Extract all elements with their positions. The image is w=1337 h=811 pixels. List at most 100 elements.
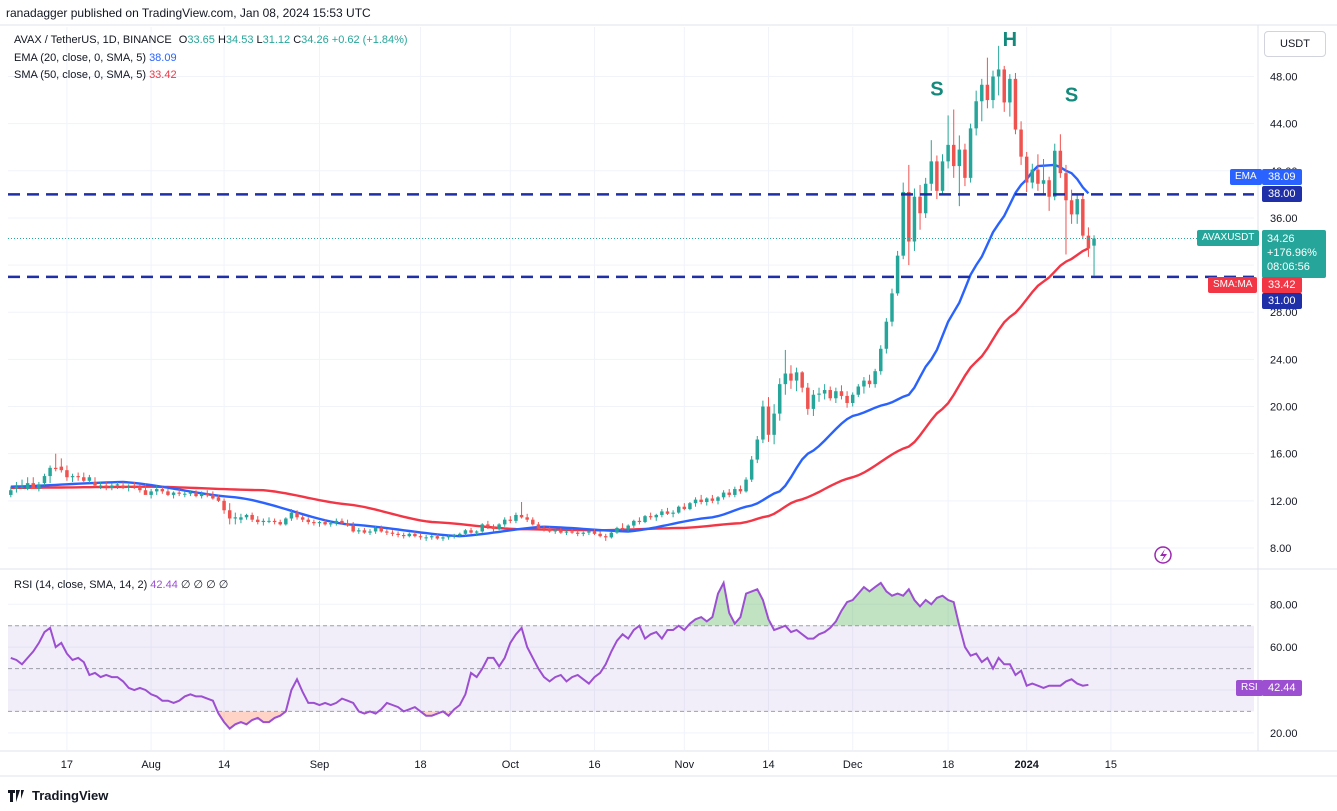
candle-body [705,498,709,502]
legend-ema-value: 38.09 [149,52,177,64]
candle-body [222,500,226,511]
candle-body [536,524,541,528]
candle [806,382,810,415]
candle [996,45,1001,96]
tradingview-logo[interactable]: TradingView [8,788,108,803]
candle [390,530,395,537]
rsi-tick-label: 60.00 [1270,642,1298,654]
candle-body [1092,238,1096,246]
head-label: H [1003,29,1017,51]
horizontal-levels[interactable] [8,193,1254,279]
candle [828,386,832,401]
price-tick-label: 16.00 [1270,449,1298,461]
ema-tag: EMA [1230,169,1262,185]
candle [682,503,687,511]
currency-button[interactable]: USDT [1264,31,1326,57]
candle [811,390,816,416]
candle-body [31,483,35,490]
candle [850,392,855,407]
legend-close-value: 34.26 [301,34,329,46]
candle [323,519,327,526]
candle [777,378,782,421]
legend-sma[interactable]: SMA (50, close, 0, SMA, 5) 33.42 [14,69,177,81]
candle [98,481,103,490]
candle-body [1041,180,1046,184]
candle-body [1036,169,1040,184]
moving-average-lines [10,163,1090,538]
time-tick-label: Sep [310,759,330,771]
candle-body [278,522,282,525]
price-tick-label: 12.00 [1270,496,1298,508]
candle [1030,163,1035,189]
candle [351,522,355,533]
candle-body [53,467,58,469]
candle-body [1053,150,1057,197]
legend-low-label: L [256,34,263,46]
candle [194,490,198,498]
candle-body [216,497,221,501]
candle-body [1086,235,1091,249]
candle-body [1058,150,1063,174]
candle-body [963,149,967,178]
candle-body [65,470,69,478]
candle [867,374,872,388]
candle-body [985,84,990,101]
legend-symbol[interactable]: AVAX / TetherUS, 1D, BINANCE [14,34,172,46]
candle [940,154,945,196]
pane-frame [0,24,1337,777]
candle [93,477,97,487]
candle [716,496,720,505]
candle-body [1002,69,1006,103]
candle-body [604,536,608,538]
attribution-text: ranadagger published on TradingView.com,… [6,6,371,20]
candle-body [177,492,181,494]
candle-body [620,527,625,530]
candle-body [441,537,445,539]
candle [368,529,372,535]
candle [1002,65,1006,112]
candle-body [373,527,378,532]
candle-body [82,477,86,481]
candle-body [1047,180,1051,197]
tradingview-logo-icon [8,789,24,802]
candle [1013,72,1018,135]
candle [14,481,19,493]
candle-body [615,527,619,533]
legend-ema[interactable]: EMA (20, close, 0, SMA, 5) 38.09 [14,52,177,64]
candle-body [699,499,703,502]
candle-body [497,524,501,530]
candle [31,477,35,490]
legend-open-value: 33.65 [187,34,215,46]
candle [946,115,950,169]
candle [317,520,322,527]
candle [250,512,254,523]
time-tick-label: Nov [675,759,695,771]
candle [362,527,367,534]
candle [929,140,934,191]
candle-body [912,196,917,242]
candle [1092,235,1096,276]
candle [441,536,445,541]
candle [227,503,232,525]
candle-body [1064,173,1068,201]
candle-body [463,530,468,534]
rsi-price-label: 42.44 [1262,680,1302,696]
candle-body [800,372,804,388]
candle-body [154,489,159,492]
candle [37,481,41,492]
candle-body [738,489,743,492]
candle-body [693,499,698,504]
candle-body [929,161,934,184]
candle-body [564,531,569,533]
candle [244,513,249,520]
candle [82,472,86,482]
legend-rsi[interactable]: RSI (14, close, SMA, 14, 2) 42.44 ∅ ∅ ∅ ∅ [14,578,228,591]
candle [710,494,715,504]
candle [312,519,316,526]
rsi-tick-label: 20.00 [1270,728,1298,740]
candle-body [138,486,142,491]
candle [519,501,524,519]
candle [340,518,344,525]
candle-body [295,512,299,518]
